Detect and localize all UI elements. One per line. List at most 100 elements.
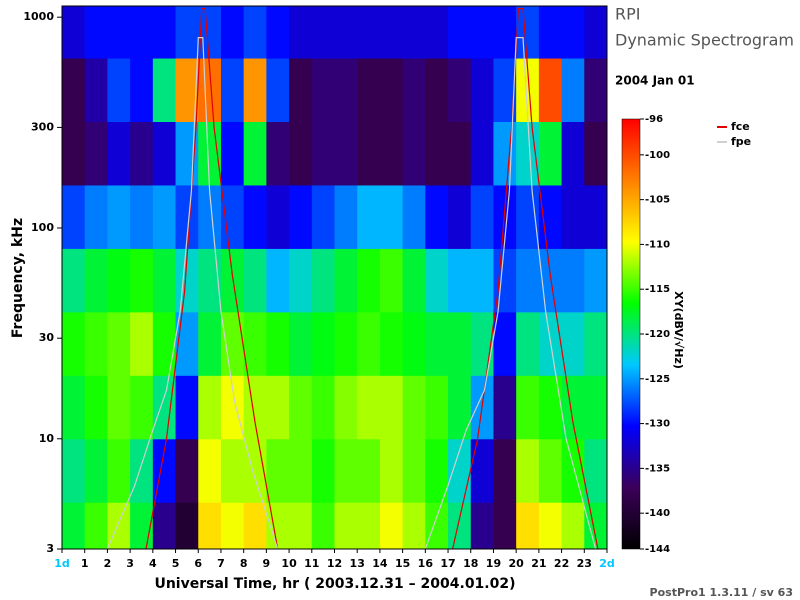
heatmap-cell bbox=[84, 58, 108, 123]
heatmap-cell bbox=[107, 248, 131, 313]
heatmap-cell bbox=[357, 375, 381, 440]
heatmap-cell bbox=[152, 248, 177, 313]
x-tick-label: 9 bbox=[263, 557, 271, 570]
heatmap-cell bbox=[243, 58, 267, 123]
x-tick-label: 23 bbox=[577, 557, 592, 570]
heatmap-cell bbox=[334, 184, 358, 249]
heatmap-cell bbox=[220, 184, 245, 249]
heatmap-cell bbox=[152, 6, 177, 59]
heatmap-cell bbox=[175, 311, 199, 376]
heatmap-cell bbox=[357, 6, 381, 59]
heatmap-cell bbox=[266, 184, 290, 249]
heatmap-cell bbox=[538, 375, 563, 440]
heatmap-cell bbox=[311, 6, 335, 59]
heatmap-cell bbox=[130, 502, 154, 549]
chart-subtitle: Dynamic Spectrogram bbox=[615, 31, 794, 50]
heatmap-cell bbox=[220, 58, 245, 123]
heatmap-cell bbox=[243, 375, 267, 440]
heatmap-cell bbox=[448, 311, 472, 376]
heatmap-cell bbox=[402, 248, 426, 313]
heatmap-cell bbox=[448, 502, 472, 549]
date: 2004 Jan 01 bbox=[615, 74, 695, 88]
heatmap-cell bbox=[266, 248, 290, 313]
heatmap-cell bbox=[516, 311, 540, 376]
x-axis-label: Universal Time, hr ( 2003.12.31 – 2004.0… bbox=[154, 576, 515, 592]
colorbar-tick-label: -100 bbox=[645, 150, 670, 161]
heatmap-cell bbox=[334, 248, 358, 313]
heatmap-cell bbox=[107, 438, 131, 503]
heatmap-cell bbox=[584, 375, 607, 440]
heatmap-cell bbox=[84, 311, 108, 376]
x-tick-label: 22 bbox=[554, 557, 569, 570]
heatmap-cell bbox=[448, 121, 472, 186]
heatmap-cell bbox=[584, 184, 607, 249]
heatmap-cell bbox=[266, 6, 290, 59]
heatmap-cell bbox=[198, 121, 222, 186]
heatmap-cell bbox=[130, 311, 154, 376]
heatmap-cell bbox=[289, 248, 313, 313]
heatmap-cell bbox=[107, 502, 131, 549]
heatmap-cell bbox=[538, 121, 563, 186]
heatmap-cell bbox=[62, 311, 86, 376]
heatmap-cell bbox=[220, 121, 245, 186]
heatmap-cell bbox=[425, 502, 449, 549]
heatmap-cell bbox=[220, 311, 245, 376]
x-tick-label: 10 bbox=[281, 557, 297, 570]
heatmap-cell bbox=[62, 58, 86, 123]
heatmap-cell bbox=[198, 248, 222, 313]
colorbar-tick-label: -120 bbox=[645, 329, 670, 340]
heatmap-cell bbox=[107, 121, 131, 186]
heatmap-cell bbox=[175, 438, 199, 503]
heatmap-cell bbox=[130, 375, 154, 440]
heatmap-cell bbox=[425, 121, 449, 186]
heatmap-cell bbox=[402, 6, 426, 59]
heatmap-cell bbox=[243, 502, 267, 549]
heatmap-cell bbox=[448, 58, 472, 123]
heatmap-cell bbox=[379, 502, 404, 549]
heatmap-cell bbox=[493, 311, 517, 376]
heatmap-cell bbox=[538, 438, 563, 503]
y-axis-label: Frequency, kHz bbox=[10, 218, 26, 338]
heatmap-cell bbox=[334, 438, 358, 503]
heatmap-cell bbox=[62, 438, 86, 503]
heatmap-cell bbox=[84, 375, 108, 440]
colorbar-tick-label: -125 bbox=[645, 374, 670, 385]
series-line bbox=[106, 37, 597, 549]
heatmap-cell bbox=[130, 248, 154, 313]
colorbar bbox=[621, 118, 641, 550]
heatmap-cell bbox=[425, 375, 449, 440]
heatmap-cell bbox=[402, 375, 426, 440]
x-tick-label: 15 bbox=[395, 557, 410, 570]
heatmap-cell bbox=[220, 6, 245, 59]
heatmap-cell bbox=[470, 248, 494, 313]
heatmap-cell bbox=[266, 438, 290, 503]
heatmap-cell bbox=[493, 6, 517, 59]
heatmap-cell bbox=[175, 58, 199, 123]
x-tick-label: 5 bbox=[172, 557, 180, 570]
heatmap-cell bbox=[243, 311, 267, 376]
heatmap-cell bbox=[470, 438, 494, 503]
x-tick-label: 20 bbox=[509, 557, 525, 570]
heatmap-cell bbox=[425, 311, 449, 376]
heatmap-cell bbox=[561, 375, 585, 440]
heatmap-cell bbox=[334, 375, 358, 440]
heatmap-cell bbox=[448, 375, 472, 440]
x-tick-label: 8 bbox=[240, 557, 248, 570]
heatmap-cell bbox=[402, 311, 426, 376]
heatmap-cell bbox=[584, 311, 607, 376]
heatmap-cell bbox=[516, 184, 540, 249]
heatmap-cell bbox=[175, 6, 199, 59]
heatmap-cell bbox=[152, 502, 177, 549]
heatmap-cell bbox=[402, 121, 426, 186]
x-tick-label: 11 bbox=[304, 557, 319, 570]
heatmap-cell bbox=[584, 121, 607, 186]
heatmap-cell bbox=[470, 58, 494, 123]
heatmap-cell bbox=[311, 375, 335, 440]
heatmap-cell bbox=[198, 311, 222, 376]
heatmap-cell bbox=[334, 502, 358, 549]
heatmap-cell bbox=[266, 121, 290, 186]
colorbar-tick-label: -96 bbox=[645, 114, 663, 125]
heatmap-cell bbox=[561, 248, 585, 313]
heatmap-cell bbox=[402, 184, 426, 249]
